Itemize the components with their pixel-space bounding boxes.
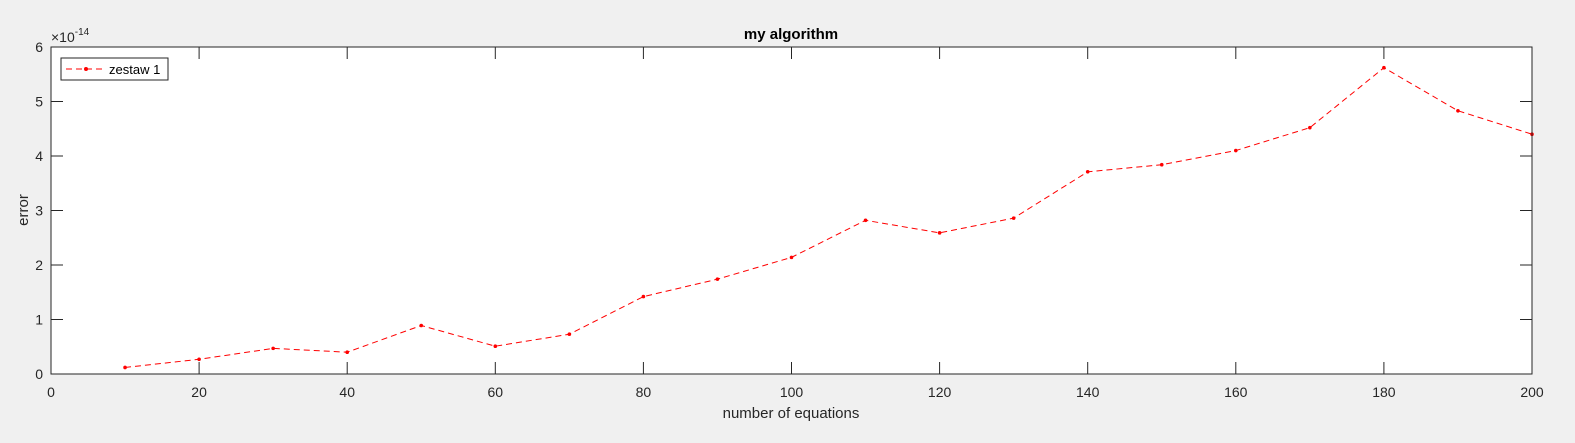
x-tick-label: 120 [928, 384, 952, 400]
data-point [493, 344, 498, 349]
data-point [123, 365, 127, 370]
y-tick-label: 6 [35, 39, 43, 55]
y-tick-label: 3 [35, 203, 43, 219]
x-tick-label: 140 [1076, 384, 1100, 400]
data-point [789, 255, 794, 260]
data-point [271, 346, 275, 351]
data-point [1234, 148, 1238, 153]
y-exponent-power: -14 [75, 27, 90, 38]
data-point [1456, 108, 1460, 113]
x-tick-label: 20 [191, 384, 207, 400]
x-tick-label: 100 [780, 384, 804, 400]
legend-box [60, 57, 169, 81]
data-point [197, 357, 201, 362]
y-exponent-label: ×10-14 [51, 27, 90, 45]
series-line [124, 67, 1533, 368]
legend-entry-label: zestaw 1 [109, 62, 160, 77]
x-tick-label: 80 [636, 384, 652, 400]
x-tick-label: 0 [47, 384, 55, 400]
legend: zestaw 1 [60, 57, 169, 81]
y-exponent-base: ×10 [51, 29, 75, 45]
x-axis-label: number of equations [723, 405, 860, 422]
data-point [1011, 216, 1016, 220]
data-point [715, 277, 720, 281]
data-point [641, 294, 646, 299]
x-tick-label: 40 [339, 384, 355, 400]
y-tick-labels: 0 1 2 3 4 5 6 [35, 39, 43, 382]
y-tick-label: 5 [35, 94, 43, 110]
data-point [345, 350, 350, 355]
y-tick-label: 0 [35, 366, 43, 382]
legend-swatch-marker [84, 67, 88, 71]
data-point [937, 231, 942, 235]
axes-box [50, 46, 1533, 375]
data-point [1382, 65, 1386, 70]
y-tick-label: 4 [35, 148, 43, 164]
x-tick-label: 160 [1224, 384, 1248, 400]
data-point [567, 332, 572, 337]
series-layer [123, 65, 1534, 370]
data-point [419, 323, 424, 328]
data-point [863, 218, 868, 223]
y-axis-label: error [15, 194, 32, 226]
data-point [1159, 162, 1164, 167]
x-tick-label: 60 [488, 384, 504, 400]
chart-title: my algorithm [744, 26, 838, 43]
y-tick-label: 2 [35, 257, 43, 273]
plot-area [51, 47, 1532, 374]
data-point [1308, 125, 1312, 130]
x-tick-label: 180 [1372, 384, 1396, 400]
x-tick-label: 200 [1520, 384, 1544, 400]
data-point [1085, 170, 1090, 174]
y-tick-label: 1 [35, 312, 43, 328]
x-tick-labels: 0 20 40 60 80 100 120 140 160 180 200 [47, 384, 1544, 400]
